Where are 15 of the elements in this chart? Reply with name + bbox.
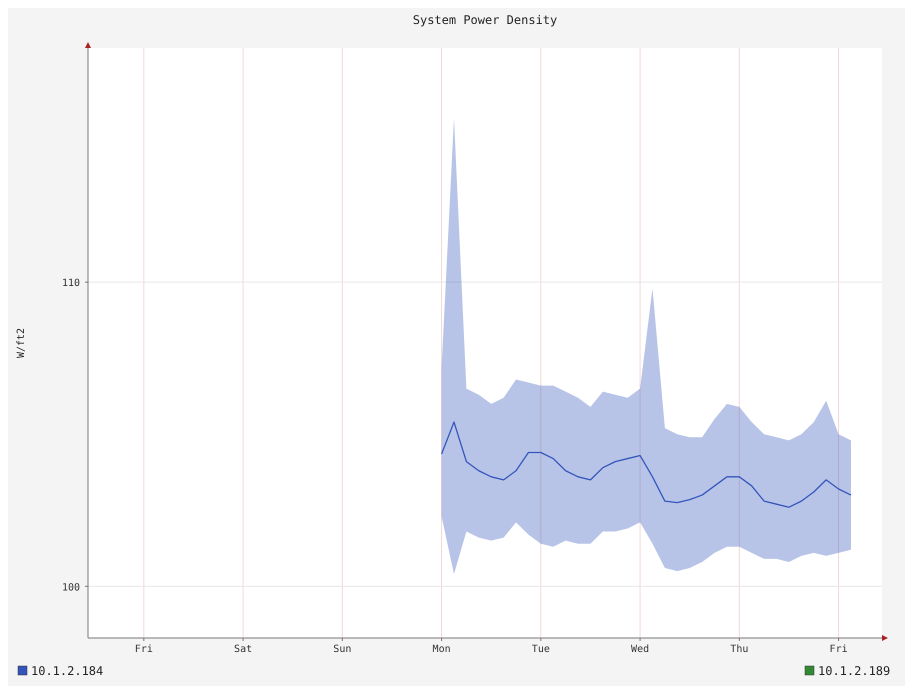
y-axis-title: W/ft2 [16,328,27,358]
y-tick-label: 110 [62,278,80,290]
x-tick-label: Wed [631,644,650,655]
x-tick-label: Mon [432,644,451,655]
legend-label: 10.1.2.189 [818,664,890,678]
x-tick-label: Fri [830,644,848,655]
x-tick-label: Tue [532,644,550,655]
x-tick-label: Sun [333,644,352,655]
x-tick-label: Sat [234,644,252,655]
x-tick-label: Fri [134,644,153,655]
line-series [440,421,852,508]
y-tick-label: 100 [62,582,80,594]
x-tick-label: Thu [730,644,748,655]
chart-title: System Power Density [412,13,558,27]
legend-label: 10.1.2.184 [31,664,104,678]
